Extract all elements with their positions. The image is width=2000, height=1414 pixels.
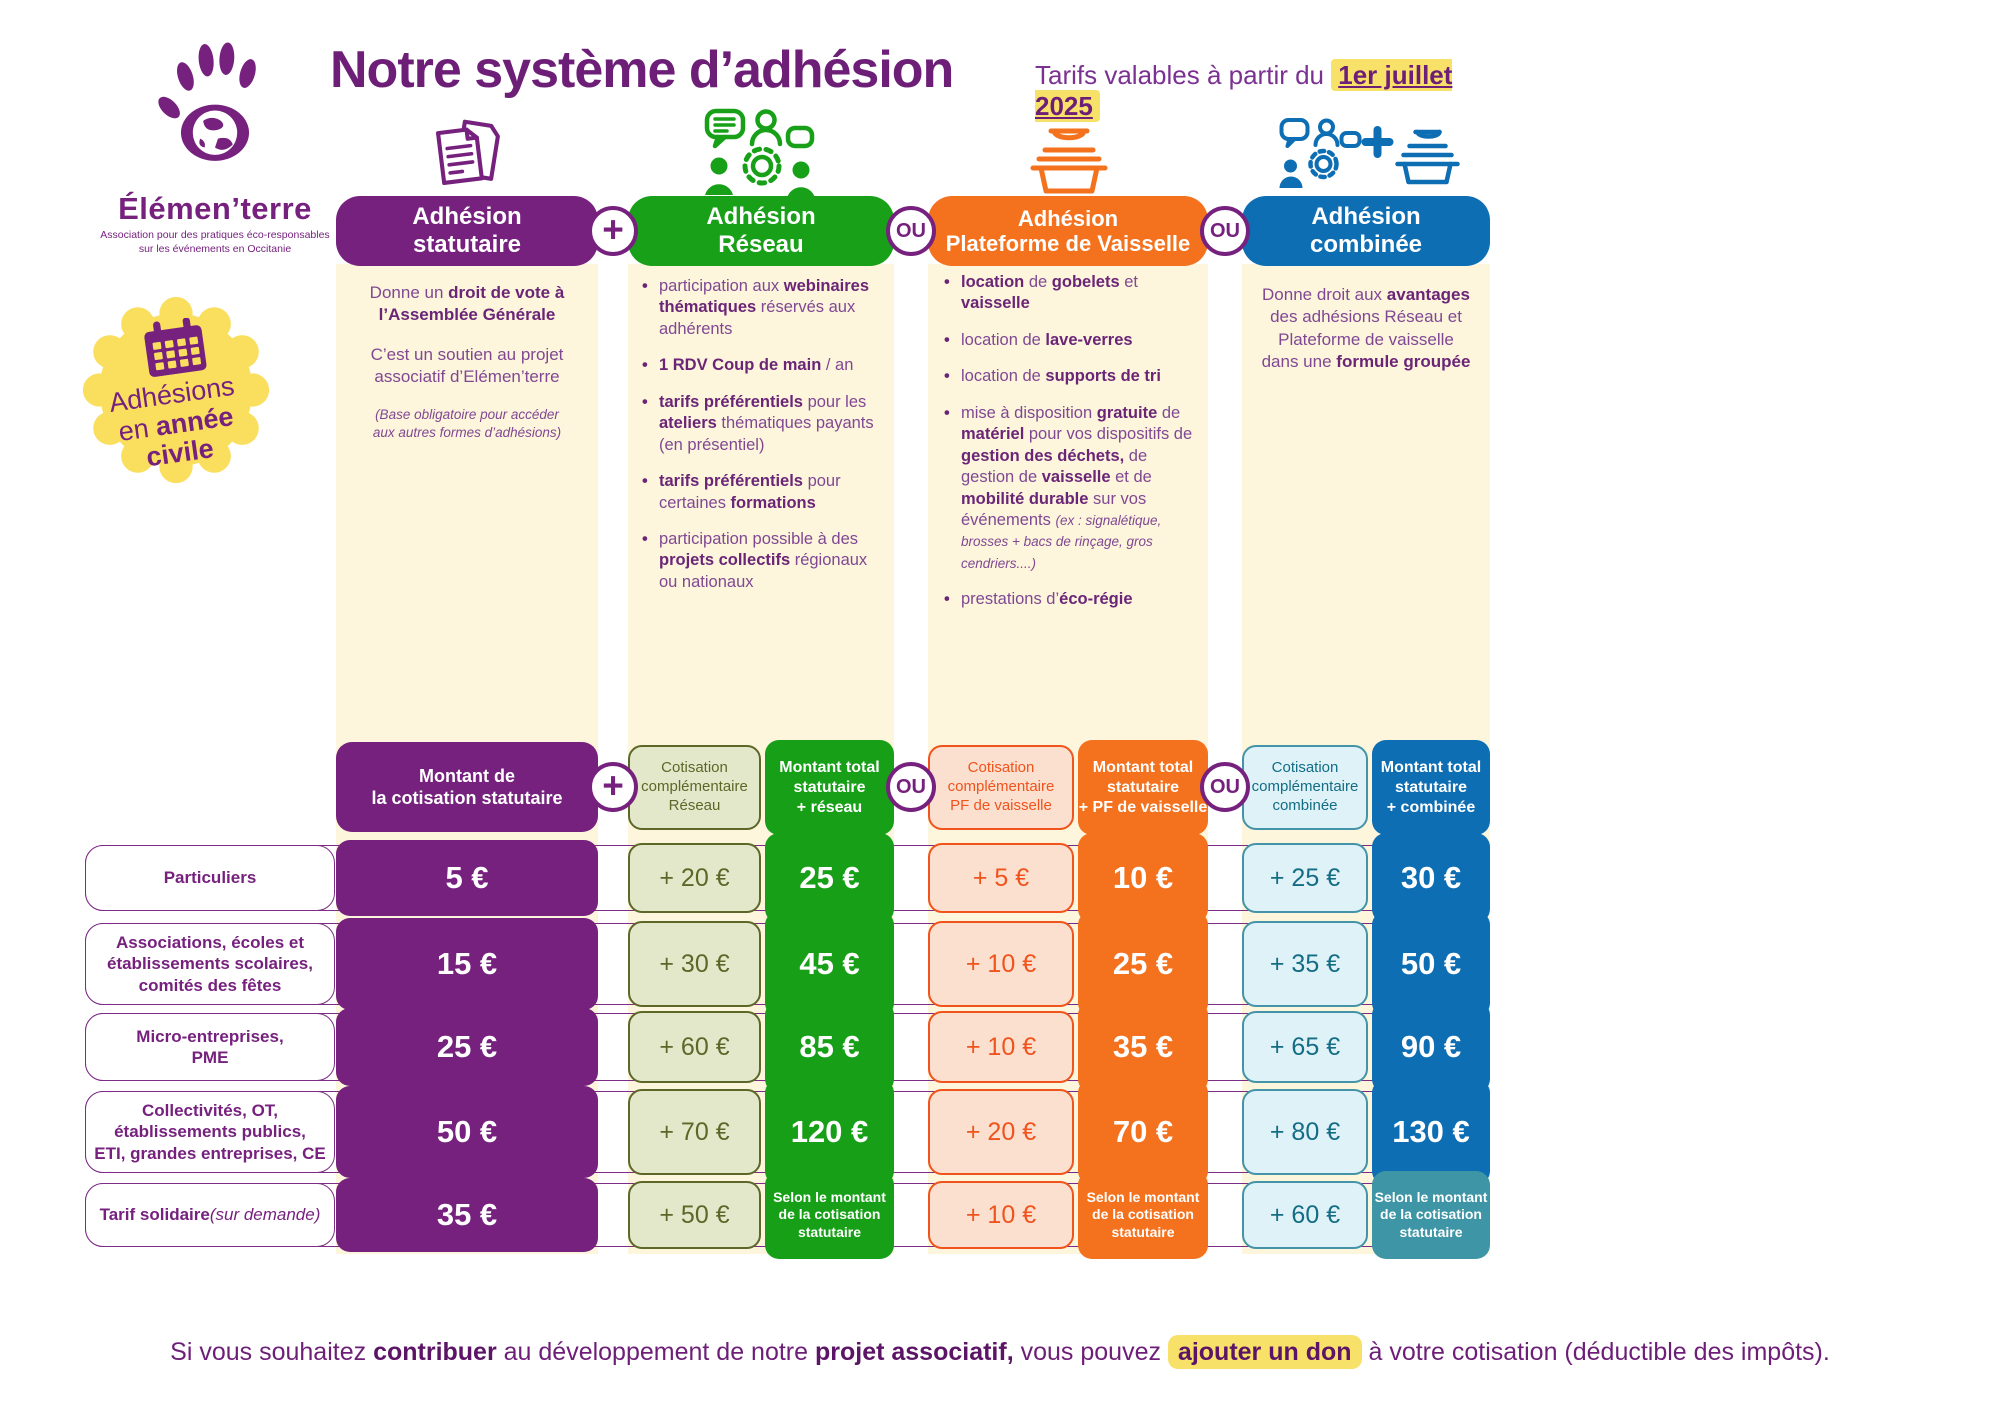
plus-connector: + (588, 206, 638, 256)
network-extra-amount: + 20 € (628, 843, 761, 913)
plan-header-dishware: Adhésion Plateforme de Vaisselle (928, 196, 1208, 266)
list-item: participation aux webinaires thématiques… (642, 276, 888, 340)
dishes-icon (1030, 128, 1108, 194)
network-total-amount: Selon le montant de la cotisation statutai… (765, 1171, 894, 1259)
table-row: Tarif solidaire (sur demande) 35 € + 50 €… (0, 1171, 2000, 1259)
dishware-total-amount: Selon le montant de la cotisation statutai… (1078, 1171, 1208, 1259)
combined-total-amount: 50 € (1372, 911, 1490, 1017)
list-item: location de lave-verres (944, 330, 1200, 352)
scallop-badge-shape (82, 296, 270, 484)
combined-extra-amount: + 80 € (1242, 1089, 1368, 1175)
list-item: 1 RDV Coup de main / an (642, 355, 888, 377)
or-connector: OU (886, 206, 936, 256)
or-connector: OU (1200, 206, 1250, 256)
list-item: tarifs préférentiels pour certaines form… (642, 471, 888, 514)
dishware-extra-amount: + 5 € (928, 843, 1074, 913)
row-label: Micro-entreprises, PME (85, 1013, 335, 1081)
logo-subtitle: Association pour des pratiques éco-respo… (100, 229, 330, 255)
table-row: Particuliers 5 € + 20 € 25 € + 5 € 10 € … (0, 833, 2000, 923)
dishware-benefits-list: location de gobelets et vaisselle locati… (944, 272, 1200, 626)
network-extra-amount: + 60 € (628, 1011, 761, 1083)
list-item: prestations d’éco-régie (944, 589, 1200, 611)
logo: Élémen’terre Association pour des pratiq… (88, 38, 342, 256)
plan-header-network: Adhésion Réseau (628, 196, 894, 266)
statutory-amount: 5 € (336, 840, 598, 916)
plus-connector: + (588, 762, 638, 812)
dishware-extra-amount: + 10 € (928, 1181, 1074, 1249)
subheader-network-extra: Cotisation complémentaire Réseau (628, 745, 761, 830)
or-connector: OU (886, 762, 936, 812)
table-row: Associations, écoles et établissements sc… (0, 911, 2000, 1017)
logo-name: Élémen’terre (118, 191, 312, 226)
document-icon (436, 119, 500, 186)
table-row: Collectivités, OT, établissements publics… (0, 1079, 2000, 1185)
network-extra-amount: + 30 € (628, 921, 761, 1007)
network-total-amount: 120 € (765, 1079, 894, 1185)
donation-note: Si vous souhaitez contribuer au développ… (0, 1335, 2000, 1369)
network-total-amount: 85 € (765, 1001, 894, 1093)
dishware-total-amount: 70 € (1078, 1079, 1208, 1185)
statutory-amount: 15 € (336, 918, 598, 1010)
combined-total-amount: Selon le montant de la cotisation statutai… (1372, 1171, 1490, 1259)
network-extra-amount: + 70 € (628, 1089, 761, 1175)
dishware-extra-amount: + 10 € (928, 1011, 1074, 1083)
list-item: location de gobelets et vaisselle (944, 272, 1200, 315)
list-item: participation possible à des projets col… (642, 529, 888, 593)
dishware-total-amount: 10 € (1078, 833, 1208, 923)
plan-header-combined: Adhésion combinée (1242, 196, 1490, 266)
network-total-amount: 45 € (765, 911, 894, 1017)
list-item: location de supports de tri (944, 366, 1200, 388)
subheader-dishware-extra: Cotisation complémentaire PF de vaisselle (928, 745, 1074, 830)
combined-extra-amount: + 35 € (1242, 921, 1368, 1007)
dishware-extra-amount: + 10 € (928, 921, 1074, 1007)
row-label: Associations, écoles et établissements sc… (85, 923, 335, 1005)
row-label: Tarif solidaire (sur demande) (85, 1183, 335, 1247)
tariff-note: Tarifs valables à partir du 1er juillet … (1035, 59, 1453, 122)
combined-extra-amount: + 25 € (1242, 843, 1368, 913)
or-connector: OU (1200, 762, 1250, 812)
subheader-network-total: Montant total statutaire + réseau (765, 740, 894, 835)
statutory-amount: 35 € (336, 1178, 598, 1252)
dishware-extra-amount: + 20 € (928, 1089, 1074, 1175)
network-benefits-list: participation aux webinaires thématiques… (642, 276, 888, 608)
combined-total-amount: 90 € (1372, 1001, 1490, 1093)
subheader-dishware-total: Montant total statutaire + PF de vaisselle (1078, 740, 1208, 835)
combined-icon (1279, 118, 1460, 188)
combined-total-amount: 130 € (1372, 1079, 1490, 1185)
table-row: Micro-entreprises, PME 25 € + 60 € 85 € +… (0, 1001, 2000, 1093)
subheader-statutory-amount: Montant de la cotisation statutaire (336, 742, 598, 832)
row-label: Particuliers (85, 845, 335, 911)
subheader-combined-extra: Cotisation complémentaire combinée (1242, 745, 1368, 830)
network-icon (704, 108, 815, 198)
plan-header-statutory: Adhésion statutaire (336, 196, 598, 266)
combined-extra-amount: + 65 € (1242, 1011, 1368, 1083)
network-total-amount: 25 € (765, 833, 894, 923)
statutory-amount: 50 € (336, 1086, 598, 1178)
row-label: Collectivités, OT, établissements publics… (85, 1091, 335, 1173)
statutory-description: Donne un droit de vote à l’Assemblée Géné… (369, 283, 565, 440)
combined-description: Donne droit aux avantages des adhésions R… (1261, 285, 1471, 372)
statutory-amount: 25 € (336, 1008, 598, 1086)
combined-total-amount: 30 € (1372, 833, 1490, 923)
list-item: tarifs préférentiels pour les ateliers t… (642, 392, 888, 456)
subheader-combined-total: Montant total statutaire + combinée (1372, 740, 1490, 835)
dishware-total-amount: 35 € (1078, 1001, 1208, 1093)
page-title: Notre système d’adhésion (330, 41, 954, 99)
calendar-icon (144, 318, 207, 377)
dishware-total-amount: 25 € (1078, 911, 1208, 1017)
calendar-badge: Adhésions en année civile (78, 292, 274, 488)
network-extra-amount: + 50 € (628, 1181, 761, 1249)
handprint-icon (158, 42, 256, 161)
list-item: mise à disposition gratuite de matériel … (944, 403, 1200, 575)
combined-extra-amount: + 60 € (1242, 1181, 1368, 1249)
